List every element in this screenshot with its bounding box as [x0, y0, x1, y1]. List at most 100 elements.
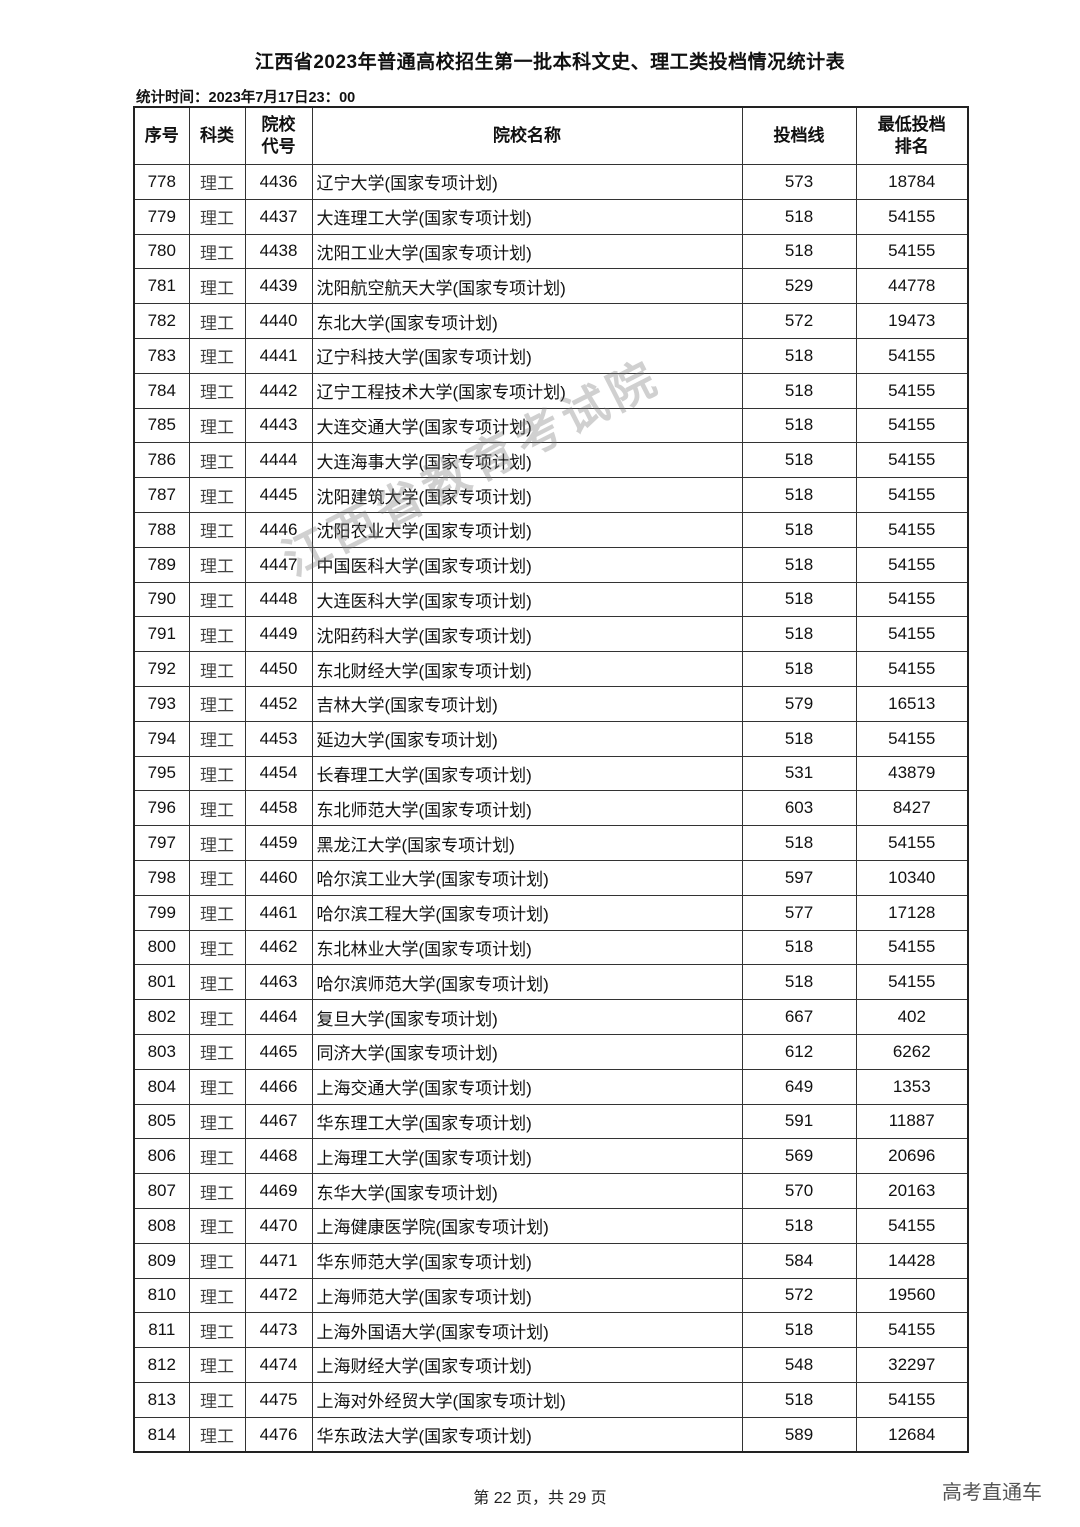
- cell-min-rank: 1353: [855, 1068, 969, 1105]
- table-row: 789 理工 4447 中国医科大学(国家专项计划) 518 54155: [133, 546, 969, 583]
- cell-index: 778: [133, 164, 190, 200]
- cell-category: 理工: [188, 929, 246, 966]
- cell-category: 理工: [188, 1138, 246, 1175]
- cell-school-name: 上海对外经贸大学(国家专项计划): [311, 1381, 743, 1418]
- cell-school-code: 4473: [244, 1312, 313, 1349]
- cell-index: 796: [133, 790, 190, 827]
- cell-school-code: 4446: [244, 511, 313, 548]
- cell-category: 理工: [188, 964, 246, 1001]
- document-title: 江西省2023年普通高校招生第一批本科文史、理工类投档情况统计表: [254, 52, 846, 73]
- cell-index: 789: [133, 546, 190, 583]
- cell-school-name: 上海师范大学(国家专项计划): [311, 1277, 743, 1314]
- cell-school-code: 4443: [244, 407, 313, 444]
- cell-category: 理工: [188, 1173, 246, 1209]
- table-row: 786 理工 4444 大连海事大学(国家专项计划) 518 54155: [133, 442, 969, 479]
- cell-min-rank: 54155: [855, 407, 969, 444]
- cell-min-rank: 17128: [855, 894, 969, 931]
- cell-school-name: 华东政法大学(国家专项计划): [311, 1416, 743, 1453]
- cell-cutoff-score: 572: [741, 1277, 857, 1314]
- cell-category: 理工: [188, 651, 246, 687]
- cell-school-code: 4438: [244, 233, 313, 270]
- cell-school-code: 4466: [244, 1068, 313, 1105]
- cell-index: 782: [133, 303, 190, 339]
- cell-min-rank: 18784: [855, 164, 969, 200]
- cell-category: 理工: [188, 233, 246, 270]
- cell-category: 理工: [188, 303, 246, 339]
- table-row: 792 理工 4450 东北财经大学(国家专项计划) 518 54155: [133, 651, 969, 687]
- cell-school-name: 华东师范大学(国家专项计划): [311, 1242, 743, 1279]
- cell-cutoff-score: 518: [741, 198, 857, 235]
- cell-category: 理工: [188, 442, 246, 479]
- cell-min-rank: 6262: [855, 1033, 969, 1070]
- cell-min-rank: 54155: [855, 616, 969, 653]
- cell-min-rank: 54155: [855, 198, 969, 235]
- cell-index: 792: [133, 651, 190, 687]
- brand-logo-text: 高考直通车: [942, 1482, 1042, 1504]
- statistics-time: 统计时间：2023年7月17日23：00: [136, 90, 356, 106]
- cell-min-rank: 54155: [855, 477, 969, 513]
- cell-cutoff-score: 531: [741, 755, 857, 792]
- cell-index: 779: [133, 198, 190, 235]
- cell-school-name: 辽宁科技大学(国家专项计划): [311, 337, 743, 374]
- cell-category: 理工: [188, 1312, 246, 1349]
- cell-category: 理工: [188, 268, 246, 305]
- cell-min-rank: 10340: [855, 859, 969, 896]
- cell-school-name: 东北林业大学(国家专项计划): [311, 929, 743, 966]
- cell-school-code: 4471: [244, 1242, 313, 1279]
- cell-min-rank: 54155: [855, 929, 969, 966]
- cell-school-code: 4447: [244, 546, 313, 583]
- cell-school-code: 4437: [244, 198, 313, 235]
- cell-school-code: 4476: [244, 1416, 313, 1453]
- cell-category: 理工: [188, 790, 246, 827]
- cell-index: 807: [133, 1173, 190, 1209]
- cell-index: 788: [133, 511, 190, 548]
- cell-school-name: 延边大学(国家专项计划): [311, 720, 743, 757]
- cell-index: 794: [133, 720, 190, 757]
- cell-school-code: 4450: [244, 651, 313, 687]
- table-row: 785 理工 4443 大连交通大学(国家专项计划) 518 54155: [133, 407, 969, 444]
- cell-school-name: 哈尔滨工业大学(国家专项计划): [311, 859, 743, 896]
- cell-school-name: 沈阳航空航天大学(国家专项计划): [311, 268, 743, 305]
- cell-school-name: 东华大学(国家专项计划): [311, 1173, 743, 1209]
- cell-min-rank: 402: [855, 999, 969, 1035]
- table-row: 778 理工 4436 辽宁大学(国家专项计划) 573 18784: [133, 164, 969, 200]
- cell-min-rank: 54155: [855, 1207, 969, 1244]
- cell-category: 理工: [188, 407, 246, 444]
- cell-cutoff-score: 518: [741, 477, 857, 513]
- cell-school-code: 4442: [244, 372, 313, 409]
- cell-school-name: 沈阳农业大学(国家专项计划): [311, 511, 743, 548]
- cell-school-code: 4441: [244, 337, 313, 374]
- cell-index: 806: [133, 1138, 190, 1175]
- cell-cutoff-score: 518: [741, 233, 857, 270]
- table-row: 801 理工 4463 哈尔滨师范大学(国家专项计划) 518 54155: [133, 964, 969, 1001]
- cell-school-code: 4444: [244, 442, 313, 479]
- cell-index: 805: [133, 1103, 190, 1140]
- cell-index: 784: [133, 372, 190, 409]
- cell-cutoff-score: 529: [741, 268, 857, 305]
- cell-index: 801: [133, 964, 190, 1001]
- cell-min-rank: 11887: [855, 1103, 969, 1140]
- cell-index: 813: [133, 1381, 190, 1418]
- cell-school-code: 4464: [244, 999, 313, 1035]
- cell-min-rank: 54155: [855, 511, 969, 548]
- cell-index: 814: [133, 1416, 190, 1453]
- cell-cutoff-score: 570: [741, 1173, 857, 1209]
- cell-cutoff-score: 518: [741, 511, 857, 548]
- cell-min-rank: 54155: [855, 825, 969, 861]
- cell-school-name: 哈尔滨工程大学(国家专项计划): [311, 894, 743, 931]
- cell-cutoff-score: 518: [741, 1207, 857, 1244]
- cell-min-rank: 54155: [855, 1312, 969, 1349]
- cell-cutoff-score: 649: [741, 1068, 857, 1105]
- cell-cutoff-score: 518: [741, 929, 857, 966]
- cell-cutoff-score: 584: [741, 1242, 857, 1279]
- cell-cutoff-score: 573: [741, 164, 857, 200]
- cell-category: 理工: [188, 546, 246, 583]
- cell-category: 理工: [188, 685, 246, 722]
- cell-index: 803: [133, 1033, 190, 1070]
- cell-min-rank: 54155: [855, 233, 969, 270]
- table-row: 795 理工 4454 长春理工大学(国家专项计划) 531 43879: [133, 755, 969, 792]
- cell-school-code: 4461: [244, 894, 313, 931]
- cell-school-name: 东北财经大学(国家专项计划): [311, 651, 743, 687]
- cell-cutoff-score: 518: [741, 372, 857, 409]
- page-footer: 第 22 页，共 29 页: [473, 1490, 607, 1507]
